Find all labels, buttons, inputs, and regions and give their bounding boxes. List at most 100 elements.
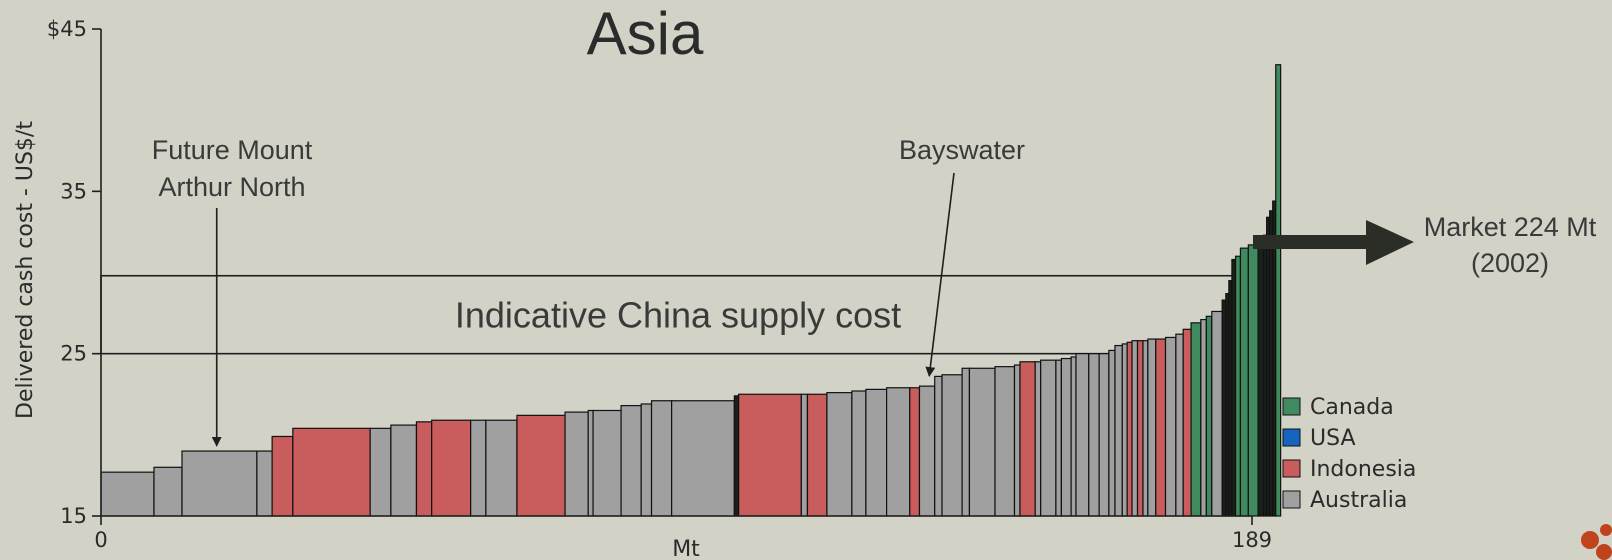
bar-australia-32 <box>961 367 971 517</box>
bar-australia-0 <box>100 471 155 517</box>
bar-australia-26 <box>865 388 888 517</box>
bar-australia-38 <box>1040 359 1057 517</box>
bar-australia-39 <box>1055 359 1062 517</box>
annotation-fma-line2: Arthur North <box>158 172 305 202</box>
x-ticks: 0 189 <box>94 516 1272 552</box>
legend-label-canada: Canada <box>1310 395 1394 420</box>
legend-swatch-indonesia <box>1282 459 1301 478</box>
axes: $45 35 25 15 0 189 <box>47 17 1272 552</box>
bar-indonesia-21 <box>738 393 802 517</box>
bar-canada-67 <box>1247 244 1259 517</box>
bar-australia-42 <box>1075 353 1090 517</box>
annotation-bayswater: Bayswater <box>899 135 1025 378</box>
legend-swatch-usa <box>1282 428 1301 447</box>
bar-canada-59 <box>1205 315 1213 517</box>
y-ticks: $45 35 25 15 <box>47 17 101 528</box>
bar-australia-40 <box>1060 357 1072 517</box>
bar-australia-29 <box>918 385 936 517</box>
x-tick-label: 0 <box>94 528 107 552</box>
y-axis-label: Delivered cash cost - US$/t <box>13 121 38 419</box>
bar-australia-37 <box>1034 361 1042 517</box>
band-label: Indicative China supply cost <box>455 295 901 336</box>
bar-australia-55 <box>1175 333 1184 517</box>
bar-australia-10 <box>470 419 487 517</box>
market-label-line1: Market 224 Mt <box>1424 212 1597 242</box>
bar-indonesia-4 <box>271 435 294 517</box>
bar-australia-44 <box>1098 353 1110 517</box>
bar-australia-2 <box>181 450 258 517</box>
china-supply-cost-band: Indicative China supply cost <box>100 274 1253 355</box>
bar-indonesia-56 <box>1182 328 1192 517</box>
legend-label-usa: USA <box>1310 426 1356 451</box>
bar-australia-33 <box>968 367 996 517</box>
bar-canada-65 <box>1234 255 1242 517</box>
bar-australia-24 <box>826 392 853 517</box>
bar-australia-3 <box>256 450 273 517</box>
bar-australia-25 <box>851 390 867 517</box>
bar-australia-16 <box>620 405 642 517</box>
bar-indonesia-9 <box>431 419 472 517</box>
legend-label-indonesia: Indonesia <box>1310 457 1416 482</box>
bar-australia-31 <box>941 374 963 517</box>
bar-indonesia-28 <box>909 387 921 517</box>
bar-indonesia-8 <box>415 421 433 517</box>
annotation-future-mount-arthur-north: Future Mount Arthur North <box>152 135 313 447</box>
market-arrow-group: Market 224 Mt (2002) <box>1253 212 1597 278</box>
bar-australia-22 <box>800 393 809 517</box>
legend: Canada USA Indonesia Australia <box>1282 395 1416 513</box>
bar-australia-60 <box>1211 310 1223 517</box>
y-tick-label: 15 <box>60 504 87 528</box>
bar-australia-34 <box>994 366 1016 517</box>
legend-swatch-australia <box>1282 490 1301 509</box>
bar-australia-52 <box>1147 338 1157 517</box>
bar-australia-41 <box>1070 356 1077 517</box>
bar-indonesia-12 <box>516 414 566 517</box>
annotation-fma-line1: Future Mount <box>152 135 313 165</box>
y-tick-label: $45 <box>47 17 87 41</box>
bar-australia-15 <box>592 409 622 517</box>
bar-australia-47 <box>1121 343 1128 517</box>
bar-unknown-68 <box>1257 239 1265 517</box>
legend-swatch-canada <box>1282 397 1301 416</box>
bar-australia-45 <box>1108 349 1116 517</box>
bar-indonesia-53 <box>1155 338 1167 517</box>
bar-australia-58 <box>1200 318 1207 517</box>
bar-australia-7 <box>390 424 418 517</box>
bar-australia-11 <box>485 419 518 517</box>
bar-canada-73 <box>1275 64 1282 517</box>
bar-canada-57 <box>1190 322 1202 517</box>
bar-australia-27 <box>886 387 911 517</box>
cost-bars <box>100 64 1282 517</box>
bar-unknown-20 <box>733 395 740 517</box>
logo-mark <box>1581 524 1612 560</box>
bar-canada-66 <box>1239 247 1249 517</box>
bar-australia-43 <box>1088 353 1100 517</box>
bar-australia-30 <box>934 375 943 517</box>
bar-australia-54 <box>1164 336 1177 517</box>
bar-australia-13 <box>564 411 589 517</box>
bar-indonesia-48 <box>1126 341 1133 517</box>
bar-australia-14 <box>587 409 594 517</box>
market-label-line2: (2002) <box>1471 248 1549 278</box>
y-tick-label: 25 <box>60 342 87 366</box>
bar-australia-18 <box>650 400 673 517</box>
annotation-bayswater-arrow <box>925 172 955 378</box>
bar-australia-46 <box>1114 344 1123 517</box>
bar-indonesia-23 <box>806 393 828 517</box>
annotation-bayswater-label: Bayswater <box>899 135 1025 165</box>
bar-australia-35 <box>1013 364 1021 517</box>
bar-australia-17 <box>640 403 653 517</box>
bar-australia-6 <box>369 427 392 517</box>
bar-indonesia-50 <box>1136 340 1144 517</box>
bar-australia-19 <box>671 400 735 517</box>
market-arrow <box>1253 220 1414 265</box>
bar-australia-51 <box>1142 340 1149 517</box>
bar-australia-49 <box>1131 340 1139 517</box>
bar-australia-1 <box>153 466 183 517</box>
x-tick-label: 189 <box>1232 528 1272 552</box>
chart-title: Asia <box>587 0 704 67</box>
x-axis-label: Mt <box>672 537 700 560</box>
legend-label-australia: Australia <box>1310 488 1407 513</box>
bar-indonesia-5 <box>292 427 371 517</box>
